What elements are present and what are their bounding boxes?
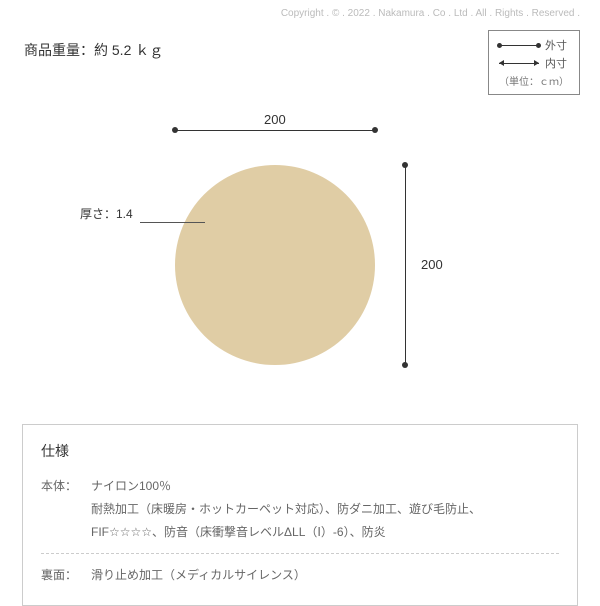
dimension-legend: 外寸 内寸 （単位：ｃｍ） — [488, 30, 580, 95]
legend-outer-label: 外寸 — [545, 37, 567, 53]
width-dim-label: 200 — [260, 112, 290, 127]
height-dim-line — [405, 165, 406, 365]
product-circle — [175, 165, 375, 365]
height-dim-dot-top — [402, 162, 408, 168]
spec-body-key: 本体： — [41, 475, 91, 543]
spec-body-val: ナイロン100％ 耐熱加工（床暖房・ホットカーペット対応）、防ダニ加工、遊び毛防… — [91, 475, 559, 543]
width-dim-dot-left — [172, 127, 178, 133]
spec-back-val: 滑り止め加工（メディカルサイレンス） — [91, 564, 559, 587]
height-dim-dot-bottom — [402, 362, 408, 368]
legend-inner-row: 内寸 — [499, 55, 569, 71]
copyright-text: Copyright . © . 2022 . Nakamura . Co . L… — [281, 8, 580, 19]
legend-unit: （単位：ｃｍ） — [499, 73, 569, 88]
thickness-line — [140, 222, 205, 223]
spec-body-line1: ナイロン100％ — [91, 475, 559, 498]
legend-inner-label: 内寸 — [545, 55, 567, 71]
spec-box: 仕様 本体： ナイロン100％ 耐熱加工（床暖房・ホットカーペット対応）、防ダニ… — [22, 424, 578, 606]
spec-back-row: 裏面： 滑り止め加工（メディカルサイレンス） — [41, 564, 559, 587]
width-dim-dot-right — [372, 127, 378, 133]
spec-body-line3: FIF☆☆☆☆、防音（床衝撃音レベルΔLL（Ⅰ）-6）、防炎 — [91, 521, 559, 544]
height-dim-label: 200 — [417, 257, 447, 272]
spec-body-line2: 耐熱加工（床暖房・ホットカーペット対応）、防ダニ加工、遊び毛防止、 — [91, 498, 559, 521]
width-dim-line — [175, 130, 375, 131]
product-weight: 商品重量：約 5.2 ｋｇ — [24, 40, 163, 60]
legend-outer-row: 外寸 — [499, 37, 569, 53]
legend-outer-line — [499, 45, 539, 46]
spec-title: 仕様 — [41, 441, 559, 461]
spec-body-row: 本体： ナイロン100％ 耐熱加工（床暖房・ホットカーペット対応）、防ダニ加工、… — [41, 475, 559, 543]
spec-back-key: 裏面： — [41, 564, 91, 587]
thickness-label: 厚さ：1.4 — [80, 205, 133, 222]
spec-separator — [41, 553, 559, 554]
legend-inner-line — [499, 63, 539, 64]
dimension-diagram: 200 200 厚さ：1.4 — [0, 110, 600, 390]
